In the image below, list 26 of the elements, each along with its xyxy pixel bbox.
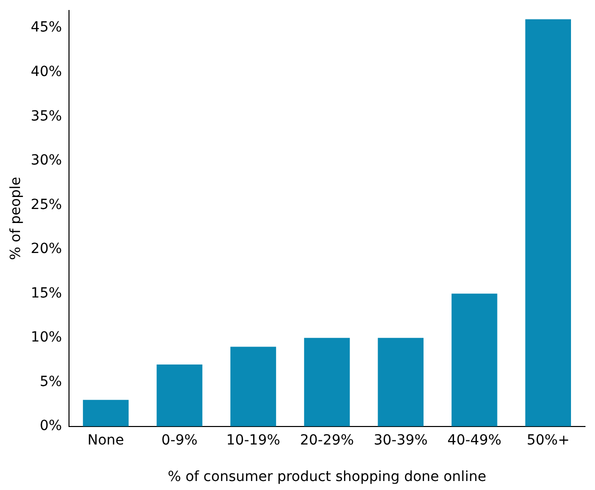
y-tick-label: 0%: [40, 418, 62, 434]
y-tick-label: 30%: [30, 152, 62, 169]
x-tick-label: None: [88, 432, 124, 448]
bar: [156, 364, 202, 426]
y-tick-label: 35%: [30, 108, 62, 124]
bar: [82, 400, 129, 426]
bar: [452, 294, 498, 426]
bar: [525, 19, 571, 426]
bar: [230, 346, 276, 426]
y-tick-label: 40%: [30, 64, 62, 80]
y-tick-label: 25%: [30, 196, 62, 213]
x-tick-label: 40-49%: [447, 432, 502, 448]
x-tick-label: 30-39%: [374, 432, 428, 448]
x-tick-label: 10-19%: [226, 432, 280, 448]
x-tick-label: 50%+: [526, 432, 570, 448]
y-axis-title: % of people: [8, 176, 24, 260]
y-tick-label: 45%: [30, 20, 62, 36]
y-tick-label: 10%: [30, 330, 62, 346]
bar: [304, 338, 350, 426]
x-tick-label: 0-9%: [161, 432, 198, 448]
y-tick-label: 15%: [30, 285, 62, 302]
bar: [378, 338, 424, 426]
y-tick-label: 5%: [40, 374, 62, 390]
y-tick-label: 20%: [30, 241, 62, 258]
x-tick-label: 20-29%: [300, 432, 354, 448]
x-axis-title: % of consumer product shopping done online: [168, 469, 486, 486]
